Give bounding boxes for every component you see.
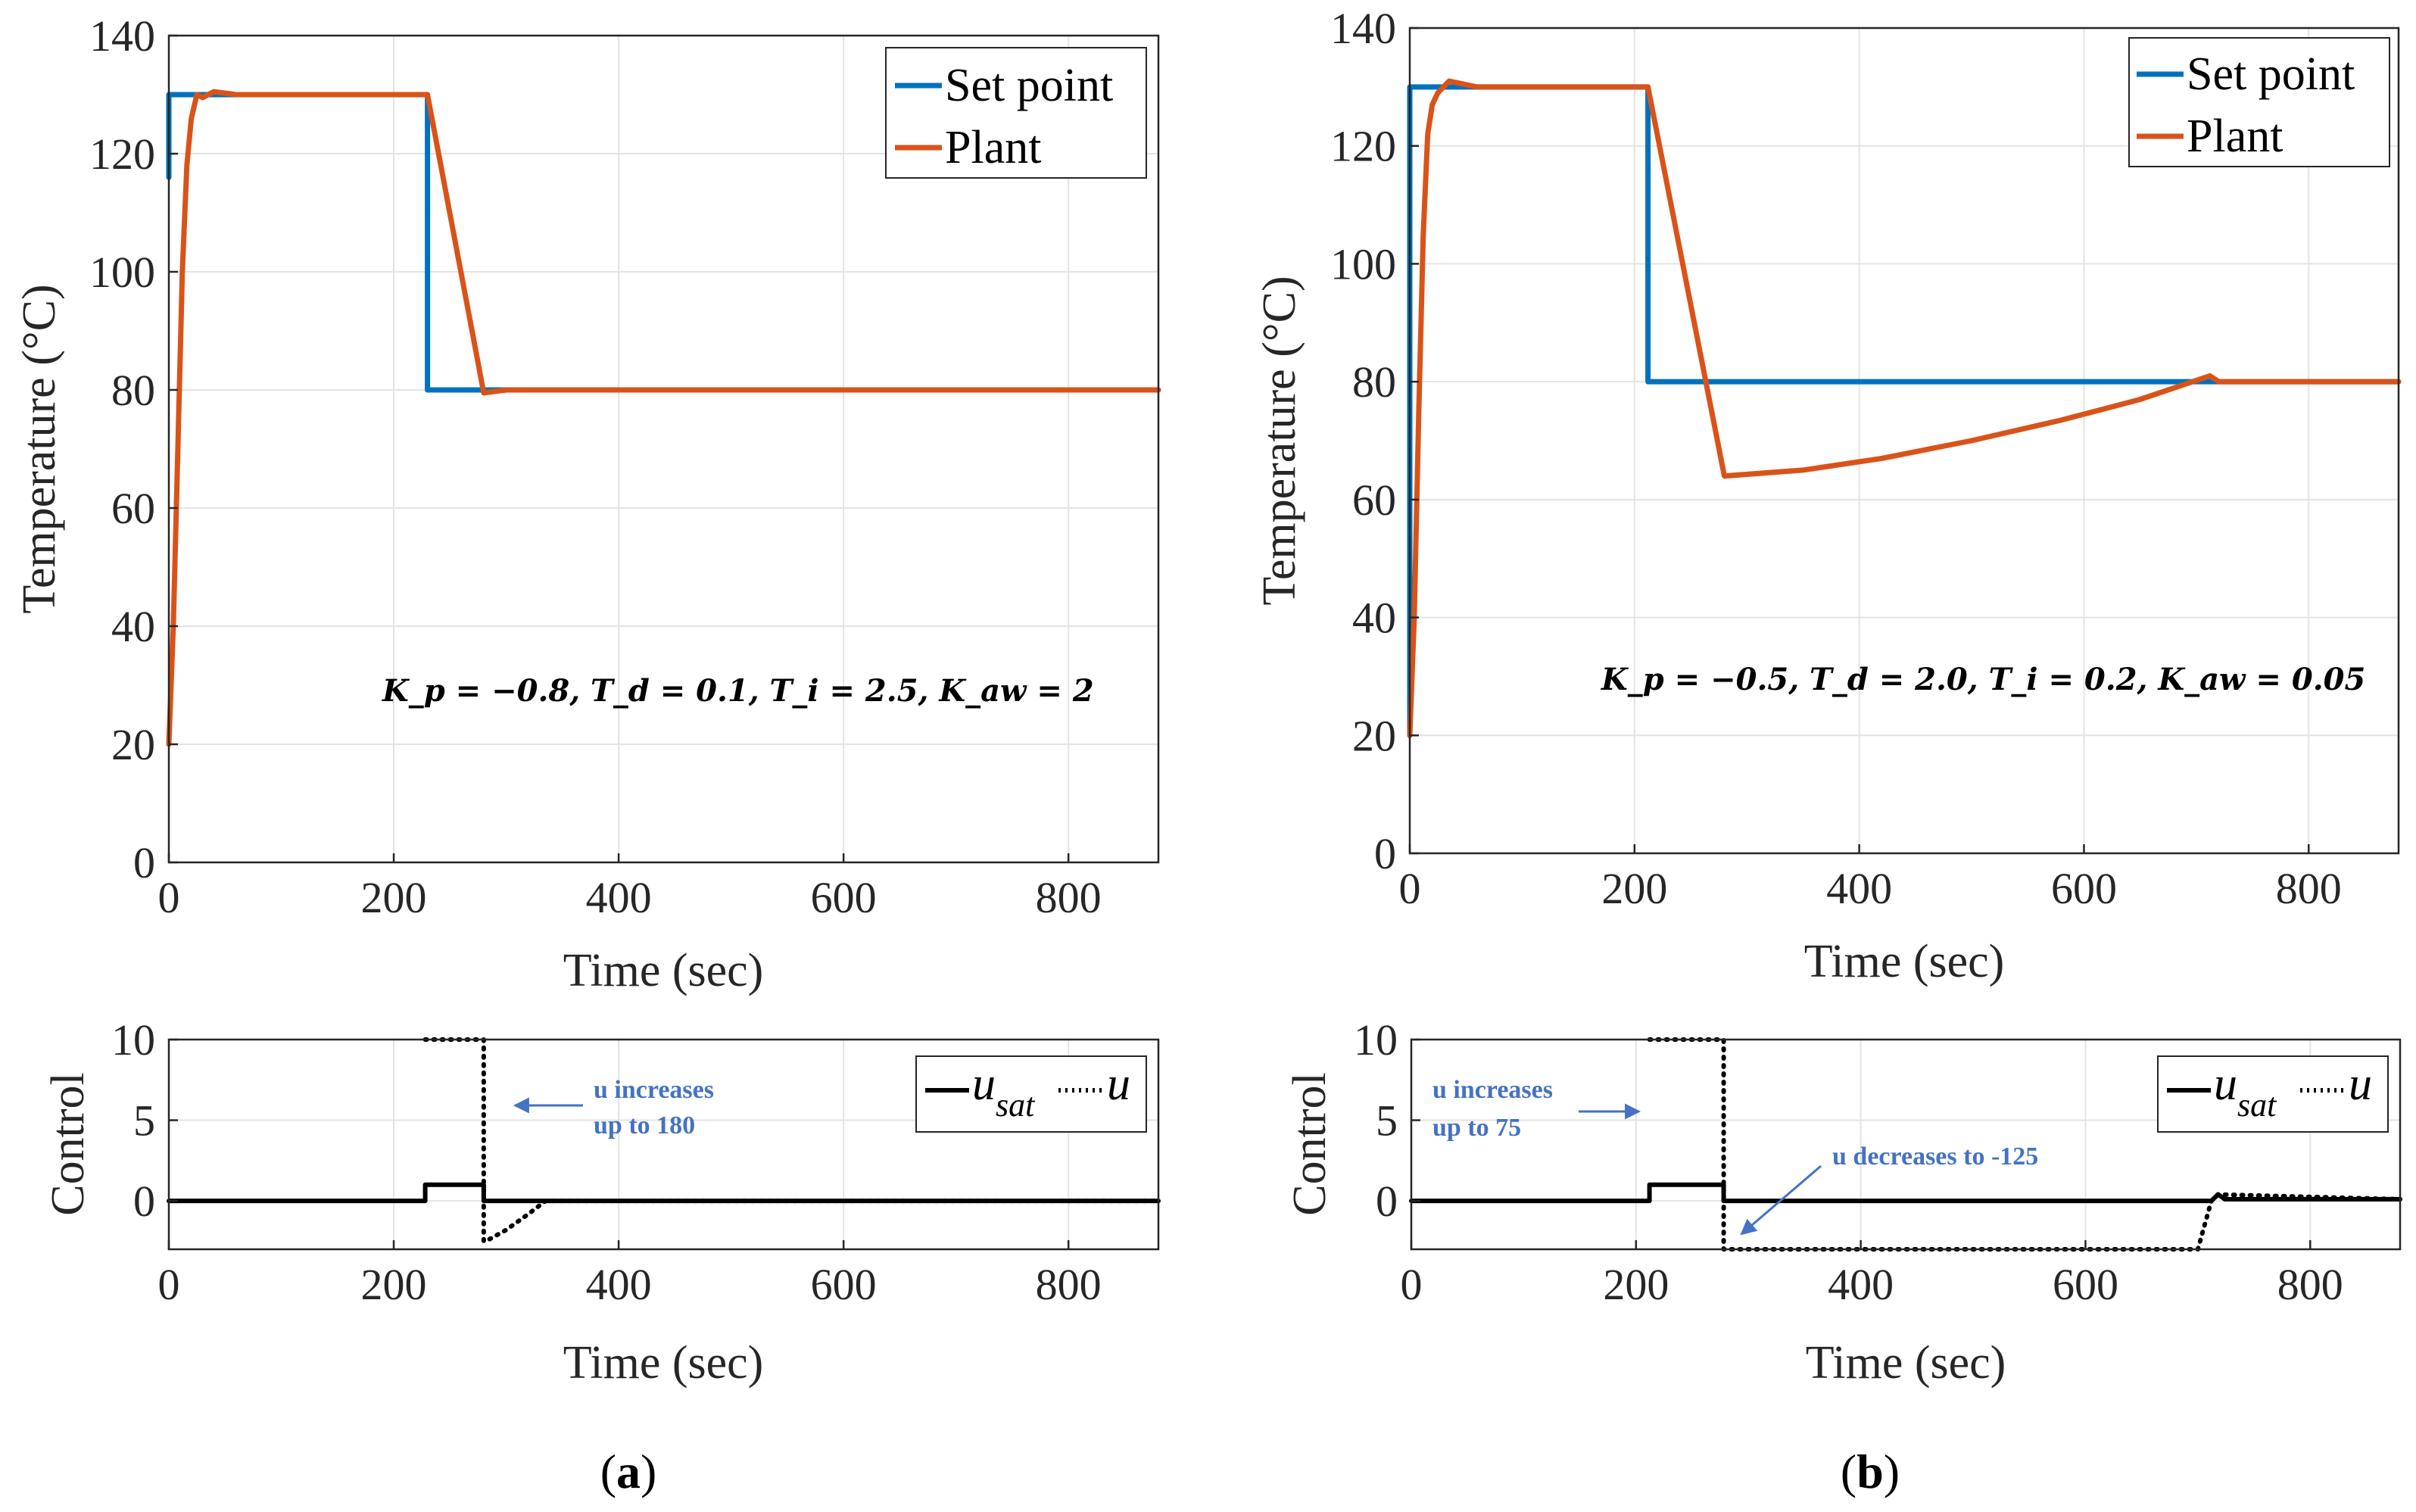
x-tick-label: 400 — [586, 1260, 652, 1309]
legend-u-letter: u — [2214, 1058, 2237, 1110]
legend-b-bottom: usat u — [2157, 1055, 2389, 1133]
legend-a-bottom: usat u — [915, 1055, 1147, 1133]
annotation-arrow-b2 — [1740, 1164, 1822, 1236]
y-tick-label: 0 — [133, 838, 155, 887]
x-tick-label: 200 — [361, 1260, 427, 1309]
xlabel-b-bottom: Time (sec) — [1806, 1337, 2006, 1389]
y-tick-label: 80 — [1352, 357, 1396, 407]
x-tick-label: 600 — [2051, 864, 2117, 913]
panel-letter-a: a — [616, 1445, 641, 1498]
series-line-plant — [1407, 78, 2402, 738]
series-a-bottom — [167, 1037, 1161, 1244]
annotation-a-line1: u increases — [594, 1076, 714, 1104]
annotation-b2: u decreases to -125 — [1832, 1143, 2038, 1171]
x-tick-label: 400 — [1828, 1260, 1894, 1309]
x-tick-label: 600 — [811, 873, 877, 922]
x-tick-label: 0 — [1399, 864, 1421, 913]
legend-box — [2157, 1055, 2389, 1133]
ticks-b-top: 0 200 400 600 800 0 20 40 60 80 100 120 140 — [1330, 4, 2342, 913]
legend-label-setpoint: Set point — [2187, 48, 2355, 100]
x-tick-label: 600 — [811, 1260, 877, 1309]
y-tick-label: 20 — [111, 720, 155, 769]
ticks-b-bottom: 0 200 400 600 800 0 5 10 — [1354, 1015, 2343, 1309]
legend-label-plant: Plant — [2187, 111, 2283, 162]
ylabel-b-top: Temperature (°C) — [1254, 276, 1305, 605]
x-tick-label: 0 — [158, 873, 180, 922]
series-line-u — [422, 1037, 1161, 1244]
legend-label-setpoint: Set point — [945, 60, 1113, 111]
ylabel-a-bottom: Control — [42, 1072, 94, 1215]
legend-label-usat: usat — [2214, 1058, 2277, 1124]
legend-sat-subscript: sat — [2237, 1086, 2277, 1124]
y-tick-label: 40 — [1352, 594, 1396, 643]
x-tick-label: 600 — [2053, 1260, 2118, 1309]
chart-b-top: 0 200 400 600 800 0 20 40 60 80 100 120 140 Time (se… — [1254, 4, 2402, 987]
x-tick-label: 400 — [586, 873, 652, 922]
series-line-plant — [166, 89, 1161, 747]
y-tick-label: 140 — [1330, 4, 1396, 53]
y-tick-label: 100 — [89, 248, 155, 297]
y-tick-label: 140 — [89, 11, 155, 61]
annotation-a-line2: up to 180 — [594, 1111, 695, 1139]
y-tick-label: 60 — [1352, 475, 1396, 525]
y-tick-label: 40 — [111, 602, 155, 651]
frame-a-top — [167, 34, 1160, 864]
legend-u-letter: u — [972, 1058, 996, 1110]
ylabel-b-bottom: Control — [1284, 1072, 1336, 1215]
x-tick-label: 0 — [158, 1260, 180, 1309]
x-tick-label: 800 — [1036, 873, 1102, 922]
y-tick-label: 0 — [133, 1177, 155, 1226]
y-tick-label: 5 — [133, 1096, 155, 1146]
chart-a-top: 0 200 400 600 800 0 20 40 60 80 100 120 140 Time (se… — [14, 11, 1161, 996]
legend-box — [2128, 37, 2390, 167]
x-tick-label: 200 — [1601, 864, 1667, 913]
y-tick-label: 80 — [111, 366, 155, 415]
y-tick-label: 100 — [1330, 239, 1396, 288]
y-tick-label: 10 — [1354, 1015, 1398, 1065]
y-tick-label: 60 — [111, 484, 155, 533]
y-tick-label: 10 — [111, 1015, 155, 1065]
legend-label-u: u — [2349, 1058, 2372, 1110]
x-tick-label: 800 — [1036, 1260, 1102, 1309]
xlabel-a-top: Time (sec) — [563, 945, 764, 996]
panel-label-a: (a) — [600, 1445, 657, 1498]
y-tick-label: 20 — [1352, 711, 1396, 760]
frame-b-top — [1408, 26, 2400, 855]
annotation-b1-line2: up to 75 — [1432, 1114, 1521, 1142]
legend-b-top: Set point Plant — [2128, 37, 2390, 167]
legend-label-u: u — [1107, 1058, 1130, 1110]
param-annotation-a: K_p = −0.8, T_d = 0.1, T_i = 2.5, K_aw =… — [382, 673, 1094, 709]
x-tick-label: 0 — [1401, 1260, 1423, 1309]
legend-label-usat: usat — [972, 1058, 1036, 1124]
x-tick-label: 400 — [1826, 864, 1892, 913]
y-tick-label: 120 — [89, 129, 155, 179]
ticks-a-bottom: 0 200 400 600 800 0 5 10 — [111, 1015, 1102, 1309]
ticks-a-top: 0 200 400 600 800 0 20 40 60 80 100 120 140 — [89, 11, 1102, 922]
legend-a-top: Set point Plant — [885, 47, 1147, 179]
y-tick-label: 120 — [1330, 122, 1396, 171]
legend-box — [885, 47, 1147, 179]
param-annotation-b: K_p = −0.5, T_d = 2.0, T_i = 0.2, K_aw =… — [1601, 662, 2365, 697]
y-tick-label: 5 — [1376, 1096, 1398, 1146]
y-tick-label: 0 — [1374, 829, 1396, 878]
x-tick-label: 800 — [2277, 1260, 2343, 1309]
x-tick-label: 200 — [1603, 1260, 1669, 1309]
frame-b-bottom — [1410, 1038, 2402, 1251]
legend-box — [915, 1055, 1147, 1133]
legend-sat-subscript: sat — [996, 1086, 1036, 1124]
xlabel-a-bottom: Time (sec) — [563, 1337, 764, 1389]
frame-a-bottom — [167, 1038, 1160, 1251]
legend-label-plant: Plant — [945, 122, 1041, 173]
ylabel-a-top: Temperature (°C) — [14, 284, 65, 613]
panel-label-b: (b) — [1841, 1445, 1900, 1498]
panel-letter-b: b — [1856, 1445, 1884, 1498]
xlabel-b-top: Time (sec) — [1804, 936, 2005, 987]
x-tick-label: 800 — [2276, 864, 2342, 913]
x-tick-label: 200 — [361, 873, 427, 922]
y-tick-label: 0 — [1376, 1177, 1398, 1226]
annotation-b1-line1: u increases — [1432, 1076, 1553, 1104]
